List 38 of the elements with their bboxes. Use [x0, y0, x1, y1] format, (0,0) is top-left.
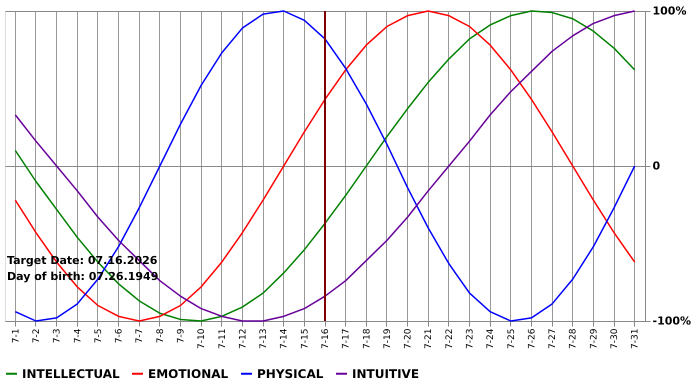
x-tick-label: 7-25: [506, 328, 517, 349]
x-tick-label: 7-31: [630, 328, 641, 349]
x-tick-label: 7-27: [548, 328, 558, 349]
x-tick-label: 7-13: [259, 328, 270, 349]
x-tick-label: 7-19: [382, 328, 393, 349]
x-tick-label: 7-10: [197, 328, 208, 349]
x-tick-label: 7-17: [342, 328, 352, 349]
x-tick-label: 7-12: [238, 328, 248, 349]
x-tick-label: 7-8: [156, 328, 166, 344]
x-tick-label: 7-1: [11, 328, 22, 344]
x-tick-label: 7-20: [404, 328, 414, 349]
y-tick-label: 0: [652, 160, 660, 172]
x-tick-label: 7-24: [486, 328, 496, 349]
x-tick-label: 7-22: [444, 328, 455, 349]
x-tick-label: 7-9: [176, 328, 186, 344]
x-tick-label: 7-5: [94, 328, 104, 344]
x-tick-label: 7-21: [424, 328, 434, 349]
x-tick-label: 7-6: [114, 328, 125, 344]
legend-label: INTUITIVE: [352, 366, 420, 380]
x-tick-label: 7-7: [135, 328, 146, 344]
x-tick-label: 7-14: [280, 328, 290, 349]
legend-label: INTELLECTUAL: [22, 366, 120, 380]
x-tick-label: 7-29: [589, 328, 600, 349]
x-tick-label: 7-11: [218, 328, 228, 349]
x-tick-label: 7-23: [466, 328, 476, 349]
x-tick-label: 7-16: [321, 328, 331, 349]
x-tick-label: 7-15: [300, 328, 310, 349]
x-tick-label: 7-4: [73, 328, 84, 344]
x-tick-label: 7-18: [362, 328, 372, 349]
legend-label: EMOTIONAL: [148, 366, 229, 380]
y-tick-label: -100%: [652, 314, 692, 328]
x-tick-label: 7-2: [32, 328, 42, 344]
x-tick-label: 7-26: [527, 328, 538, 349]
y-tick-label: 100%: [652, 4, 686, 18]
x-tick-label: 7-28: [568, 328, 579, 349]
x-tick-label: 7-3: [52, 328, 63, 344]
legend-label: PHYSICAL: [257, 366, 324, 380]
x-tick-label: 7-30: [610, 328, 620, 349]
